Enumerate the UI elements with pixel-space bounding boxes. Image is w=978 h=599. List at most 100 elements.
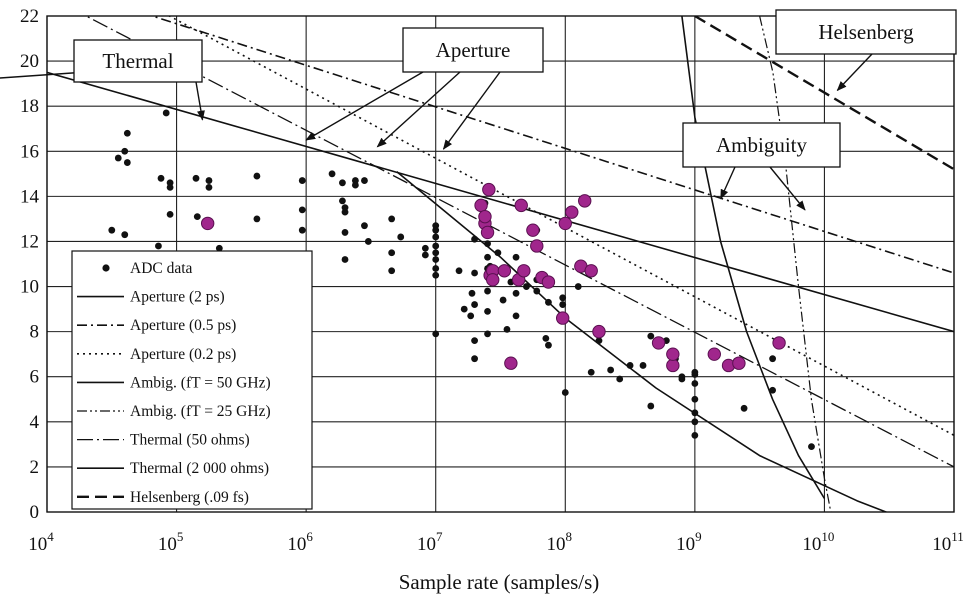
adc-point [587,368,595,376]
adc-point [494,249,502,257]
adc-point [328,170,336,178]
adc-point [432,226,440,234]
axes [46,15,955,513]
adc-point [361,177,368,184]
adc-point [626,362,634,369]
x-tick-label: 105 [158,529,184,555]
annotation-arrow [442,71,501,150]
adc-point-highlight [504,356,518,370]
adc-point [595,337,603,345]
adc-point-highlight [486,273,500,287]
adc-point [421,251,429,259]
adc-point-highlight [482,182,496,197]
annotation-box [775,9,957,55]
adc-point [678,373,686,381]
x-tick-label: 104 [28,529,54,555]
adc-point [545,298,552,306]
adc-point [691,380,699,387]
series-line-7 [694,16,954,171]
legend-label: Aperture (0.5 ps) [130,317,236,334]
y-tick-label: 8 [30,322,40,343]
legend-label: Aperture (0.2 ps) [130,346,236,363]
adc-point [691,418,699,426]
adc-point [432,330,440,338]
annotation-label: Aperture [436,38,511,62]
adc-point-highlight [707,347,721,361]
series-line-6 [396,170,889,512]
adc-point [388,249,396,257]
annotation-label: Ambiguity [716,133,808,157]
adc-point [166,211,174,218]
adc-point [471,355,478,363]
y-tick-label: 6 [30,367,40,388]
adc-point [432,242,440,250]
annotation-arrow [836,53,873,92]
adc-point [484,253,491,261]
adc-point-highlight [555,311,570,325]
adc-point-highlight [584,264,598,278]
adc-point-highlight [772,336,786,350]
legend-marker [102,264,110,272]
annotation-box [402,27,544,73]
adc-point [341,229,349,236]
adc-point [484,307,491,315]
annotation-label: Thermal [102,49,173,73]
y-tick-label: 16 [20,141,39,162]
adc-point-highlight [480,225,495,240]
y-tick-label: 20 [20,51,39,72]
adc-point [484,330,491,338]
adc-point-highlight [666,358,680,373]
y-tick-label: 10 [20,277,39,298]
legend-label: Thermal (2 000 ohms) [130,460,269,477]
x-tick-label: 109 [676,529,702,555]
adc-point [468,289,476,297]
adc-point-highlight [565,205,579,219]
adc-point-highlight [558,216,572,231]
adc-point-highlight [530,239,544,253]
adc-point [397,233,405,241]
y-tick-label: 18 [20,96,39,117]
adc-point [559,301,567,308]
adc-point [691,371,699,378]
annotation-arrow [195,81,205,121]
adc-point [108,226,116,234]
adc-point-highlight [474,198,488,213]
adc-point [484,287,491,295]
adc-point [499,296,507,304]
adc-point [769,355,776,363]
adc-point [647,332,655,340]
adc-point [157,174,165,182]
adc-point [616,375,624,383]
adc-point [512,312,520,320]
adc-point [388,267,396,275]
adc-point [421,244,429,252]
x-tick-label: 1010 [802,529,834,555]
annotations: Thermal Aperture Helsenberg Ambiguity [0,9,957,211]
adc-point-highlight [526,223,540,237]
y-tick-label: 2 [30,457,40,478]
adc-point [455,267,463,275]
legend-label: Thermal (50 ohms) [130,432,250,449]
adc-point [512,253,520,261]
adc-point [298,226,306,234]
annotation-box [73,39,203,83]
legend-label: ADC data [130,260,193,277]
adc-point [533,287,541,295]
adc-point-highlight [732,356,746,370]
annotation-label: Helsenberg [818,20,914,44]
x-tick-label: 108 [547,529,573,555]
adc-point [740,404,748,412]
adc-point [364,238,372,245]
legend-box [71,250,313,510]
adc-point [298,177,306,184]
adc-point [205,183,213,191]
adc-point [691,409,699,417]
plot-frame [46,15,955,513]
legend: ADC data Aperture (2 ps) Aperture (0.5 ps)… [71,250,313,510]
series-line-3 [681,16,826,499]
adc-point [467,312,475,320]
adc-point [339,179,346,187]
adc-point-highlight [514,198,528,213]
adc-point [253,172,261,180]
x-tick-label: 106 [287,529,313,555]
